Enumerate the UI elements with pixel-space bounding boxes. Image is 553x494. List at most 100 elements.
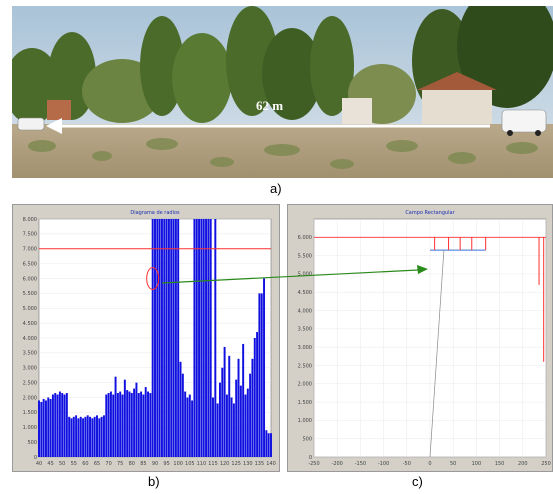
chart-b-bar (61, 393, 64, 457)
chart-b-xtick-label: 105 (185, 461, 195, 467)
chart-c-xtick-label: -150 (355, 461, 366, 467)
chart-b-bar (130, 393, 133, 457)
chart-b-ytick-label: 5.000 (23, 306, 37, 312)
chart-b-xtick-label: 95 (163, 461, 169, 467)
chart-b-bar (198, 219, 201, 457)
chart-b-bar (207, 219, 210, 457)
chart-b-bar (156, 219, 159, 457)
chart-b-bar (193, 219, 196, 457)
chart-c-xtick-label: -50 (403, 461, 411, 467)
chart-b-xtick-label: 110 (197, 461, 207, 467)
chart-b-bar (209, 219, 212, 457)
chart-b-bar (91, 418, 94, 457)
chart-b-xtick-label: 60 (82, 461, 88, 467)
chart-b-bar (89, 416, 92, 457)
chart-c-ytick-label: 5.500 (298, 253, 312, 259)
rectangular-field-panel: Campo Rectangular 0 500 1.000 1.500 2.000 2.50… (287, 204, 553, 472)
figure-label-c: c) (412, 474, 423, 489)
chart-b-bar (251, 358, 254, 457)
distance-arrow-head (46, 118, 62, 134)
chart-b-bar (58, 391, 61, 457)
chart-c-ytick-label: 0 (309, 455, 312, 461)
chart-b-bar (223, 346, 226, 457)
chart-b-bar (79, 416, 82, 457)
chart-c-xtick-label: 100 (472, 461, 482, 467)
chart-b-bar (147, 391, 150, 457)
chart-b-bar (116, 393, 119, 457)
chart-b-ytick-label: 2.500 (23, 380, 37, 386)
chart-b-bar (112, 394, 115, 457)
chart-c-ytick-label: 2.500 (298, 363, 312, 369)
chart-b-bar (221, 367, 224, 457)
chart-c-ytick-label: 6.000 (298, 235, 312, 241)
chart-b-xtick-label: 40 (36, 461, 42, 467)
chart-b-bar (98, 418, 101, 457)
chart-b-bar (121, 394, 124, 457)
chart-b-bar (188, 394, 191, 457)
chart-b-bar (174, 219, 177, 457)
chart-b-bar (195, 219, 198, 457)
chart-b-bar (179, 361, 182, 457)
chart-b-bar (114, 376, 117, 457)
chart-b-bar (181, 373, 184, 457)
chart-b-bar (160, 219, 163, 457)
chart-b-highlight-circle (146, 267, 160, 290)
chart-b-xtick-label: 55 (71, 461, 77, 467)
chart-b-bar (93, 416, 96, 457)
chart-c-xtick-label: 150 (495, 461, 505, 467)
chart-b-bar (102, 415, 105, 457)
chart-b-bar (123, 379, 126, 457)
chart-b-bar (267, 433, 270, 457)
chart-c-ytick-label: 2.000 (298, 382, 312, 388)
chart-b-bar (107, 393, 110, 457)
chart-b-bar (154, 219, 156, 457)
chart-b-bar (225, 394, 228, 457)
chart-b-bar (72, 416, 75, 457)
chart-b-bar (263, 278, 266, 457)
chart-b-bar (128, 391, 131, 457)
chart-b-bar (214, 219, 217, 457)
chart-c-ytick-label: 1.000 (298, 418, 312, 424)
chart-b-xtick-label: 65 (94, 461, 100, 467)
chart-c-ytick-label: 4.000 (298, 308, 312, 314)
chart-b-bar (163, 219, 166, 457)
chart-b-bar (170, 219, 173, 457)
chart-b-bar (242, 343, 245, 457)
chart-b-bar (158, 219, 161, 457)
chart-b-bar (70, 418, 73, 457)
radius-diagram-panel: Diagrama de radios 0 500 1.000 1.500 2.000 2.5… (12, 204, 280, 472)
chart-b-bar (54, 393, 57, 457)
rectangular-field-chart: Campo Rectangular05001.0001.5002.0002.50… (298, 210, 551, 467)
chart-b-bar (218, 382, 221, 457)
field-photo-drawing (12, 6, 553, 178)
chart-b-bar (260, 293, 263, 457)
chart-b-ytick-label: 8.000 (23, 217, 37, 223)
chart-b-bar (256, 332, 259, 457)
chart-b-bar (230, 397, 233, 457)
chart-c-xtick-label: -200 (332, 461, 343, 467)
chart-b-xtick-label: 130 (243, 461, 253, 467)
chart-c-xtick-label: 0 (428, 461, 431, 467)
chart-b-ytick-label: 0 (34, 455, 37, 461)
chart-b-xtick-label: 115 (208, 461, 218, 467)
chart-b-ytick-label: 7.000 (23, 247, 37, 253)
chart-b-ytick-label: 4.000 (23, 336, 37, 342)
chart-b-bar (77, 418, 80, 457)
chart-b-bar (191, 400, 194, 457)
chart-b-bar (253, 338, 256, 457)
chart-b-xtick-label: 45 (47, 461, 53, 467)
chart-b-bar (40, 401, 43, 457)
chart-b-bar (246, 388, 249, 457)
chart-b-xtick-label: 80 (129, 461, 135, 467)
chart-b-bar (239, 385, 242, 457)
chart-b-xtick-label: 140 (266, 461, 276, 467)
chart-b-xtick-label: 135 (255, 461, 265, 467)
chart-b-bar (184, 391, 187, 457)
chart-b-bar (186, 397, 189, 457)
chart-b-bar (84, 416, 87, 457)
chart-c-xtick-label: 200 (518, 461, 528, 467)
chart-b-bar (47, 397, 50, 457)
chart-b-bar (167, 219, 170, 457)
chart-b-bar (135, 382, 138, 457)
chart-b-bar (258, 293, 261, 457)
